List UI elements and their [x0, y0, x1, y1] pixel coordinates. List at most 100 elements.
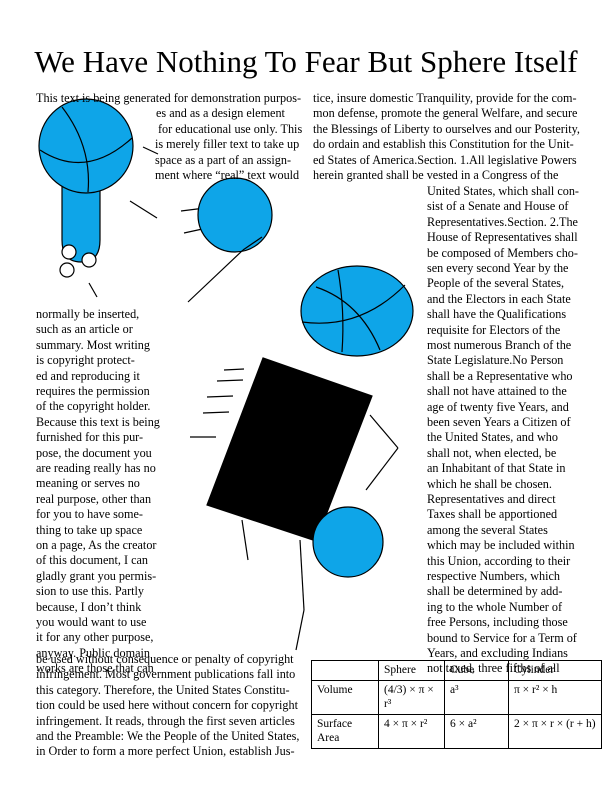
table-row: Volume (4/3) × π × r³ a³ π × r² × h	[311, 680, 602, 715]
large-figure-head-seam	[315, 286, 381, 351]
text-line: es and as a design element	[156, 106, 285, 121]
formula-table: Sphere Cube Cylinder Volume (4/3) × π × …	[311, 660, 602, 749]
text-line: United States, which shall con-	[427, 184, 579, 198]
text-line: for you to have some-	[36, 507, 143, 522]
text-line: in Order to form a more perfect Union, e…	[36, 744, 295, 759]
arm-line	[242, 236, 263, 251]
text-line: is copyright protect-	[36, 353, 135, 368]
text-line: infringement. It reads, through the firs…	[36, 713, 295, 728]
text-line: the United States, and who	[427, 430, 558, 445]
text-line: meaning or serves no	[36, 476, 140, 491]
motion-line	[88, 282, 98, 298]
text-line: sion to use this. Partly	[36, 584, 144, 599]
text-line: space as a part of an assign-	[155, 152, 292, 167]
text-line: most numerous Branch of the	[427, 338, 572, 352]
text-line: the Blessings of Liberty to ourselves an…	[313, 121, 580, 136]
text-line: for educational use only. This	[158, 121, 303, 136]
large-figure-head	[300, 265, 414, 357]
large-figure-hand-ball	[312, 506, 384, 578]
text-line: ing to the whole Number of	[427, 599, 563, 614]
small-figure-head-seam	[39, 137, 133, 163]
text-line: and the Preamble: We the People of the U…	[36, 729, 300, 743]
text-line: age of twenty five Years, and	[427, 399, 569, 414]
text-line: Representatives.Section. 2.The	[427, 214, 578, 229]
drop-circle	[59, 262, 75, 278]
text-line: State Legislature.No Person	[427, 353, 564, 368]
large-figure-head-seam	[337, 269, 344, 353]
text-line: mon defense, promote the general Welfare…	[313, 106, 578, 121]
motion-line	[129, 200, 158, 219]
table-header-cell: Sphere	[378, 660, 445, 681]
motion-line	[216, 379, 244, 382]
table-header-cell	[311, 660, 379, 681]
text-line: shall not, when elected, be	[427, 445, 557, 460]
motion-line	[142, 146, 159, 155]
small-figure-head-seam	[61, 106, 90, 193]
motion-line	[223, 368, 245, 371]
drop-circle	[61, 244, 77, 260]
text-line: bound to Service for a Term of	[427, 630, 577, 645]
large-figure	[190, 265, 414, 651]
text-line: requires the permission	[36, 384, 150, 398]
large-figure-head-seam	[301, 284, 406, 324]
text-line: which he shall be chosen.	[427, 476, 552, 491]
leg-line	[295, 609, 305, 651]
text-line: Because this text is being	[36, 414, 160, 429]
text-line: on a page, As the creator	[36, 538, 157, 552]
text-line: respective Numbers, which	[427, 569, 561, 583]
text-line: this Union, according to their	[427, 553, 571, 568]
thrown-ball	[180, 177, 273, 303]
table-header-row: Sphere Cube Cylinder	[311, 660, 602, 681]
table-cell: 2 × π × r × (r + h)	[508, 714, 602, 749]
text-line: of the copyright holder.	[36, 399, 151, 414]
text-line: free Persons, including those	[427, 615, 568, 630]
text-line: such as an article or	[36, 322, 133, 337]
text-line: Representatives and direct	[427, 492, 556, 506]
text-line: do ordain and establish this Constitutio…	[313, 137, 574, 152]
text-line: Years, and excluding Indians	[427, 646, 568, 660]
small-figure-head	[38, 98, 134, 194]
table-row: Surface Area 4 × π × r² 6 × a² 2 × π × r…	[311, 714, 602, 749]
text-line: anyway. Public domain	[36, 645, 150, 660]
motion-line	[206, 395, 234, 398]
text-line: shall have the Qualifications	[427, 307, 567, 322]
text-line: ed States of America.Section. 1.All legi…	[313, 152, 577, 167]
small-figure	[38, 98, 159, 298]
text-line: This text is being generated for demonst…	[36, 91, 302, 105]
table-cell: π × r² × h	[508, 680, 602, 715]
row-label: Surface Area	[311, 714, 379, 749]
text-line: herein granted shall be vested in a Cong…	[313, 168, 559, 182]
table-cell: 4 × π × r²	[378, 714, 445, 749]
text-line: this category. Therefore, the United Sta…	[36, 682, 290, 697]
text-line: ed and reproducing it	[36, 368, 140, 383]
arm-line	[369, 414, 399, 449]
text-line: because, I don’t think	[36, 599, 142, 614]
text-line: of this document, I can	[36, 553, 149, 568]
text-line: which may be included within	[427, 538, 575, 553]
text-line: shall be a Representative who	[427, 368, 573, 383]
text-line: works are those that can	[36, 661, 154, 676]
text-line: sen every second Year by the	[427, 261, 569, 275]
table-cell: 6 × a²	[444, 714, 509, 749]
text-line: thing to take up space	[36, 522, 143, 537]
text-line: and the Electors in each State	[427, 291, 571, 306]
motion-line	[202, 411, 230, 414]
page-title: We Have Nothing To Fear But Sphere Itsel…	[34, 44, 578, 79]
table-cell: a³	[444, 680, 509, 715]
text-line: be used without consequence or penalty o…	[36, 652, 294, 666]
text-line: you would want to use	[36, 615, 147, 629]
drop-circle	[81, 252, 97, 268]
arm-line	[365, 447, 399, 491]
text-line: real purpose, other than	[36, 491, 152, 506]
text-line: shall not have attained to the	[427, 384, 567, 399]
text-line: tion could be used here without concern …	[36, 698, 298, 713]
text-line: ment where “real” text would	[155, 168, 300, 182]
text-line: requisite for Electors of the	[427, 322, 561, 337]
text-line: is merely filler text to take up	[155, 137, 300, 152]
text-line: be composed of Members cho-	[427, 245, 578, 260]
text-line: People of the several States,	[427, 276, 565, 291]
text-line: House of Representatives shall	[427, 230, 578, 245]
text-line: sist of a Senate and House of	[427, 199, 569, 214]
text-line: among the several States	[427, 522, 548, 537]
